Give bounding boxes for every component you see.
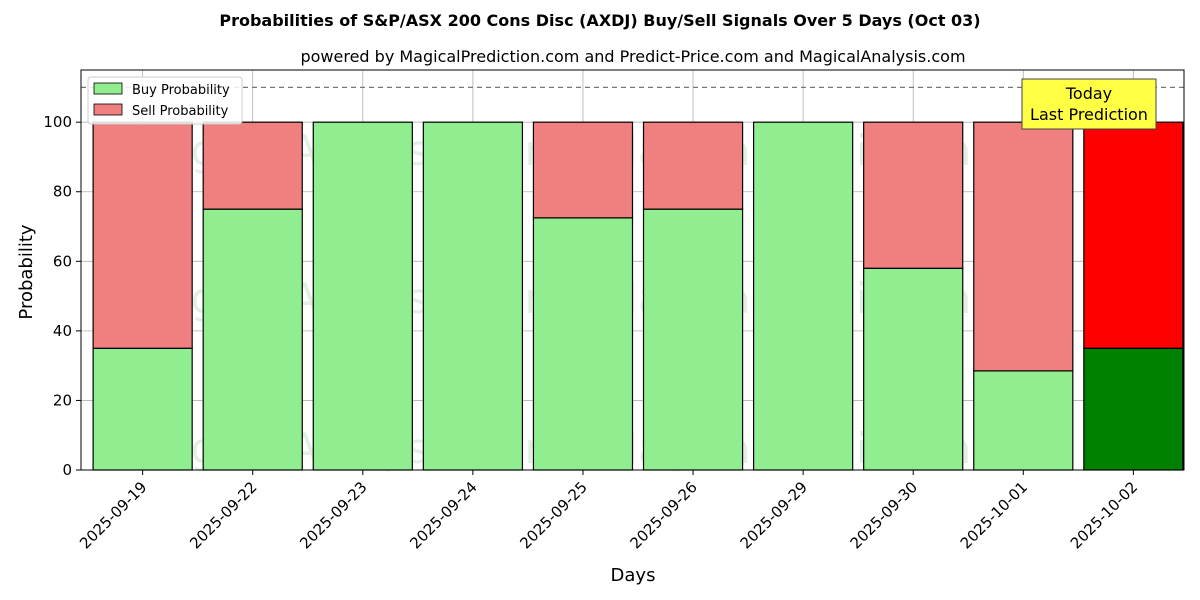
annotation-line-1: Today [1065,84,1112,103]
annotation-box [1021,78,1157,130]
bar-buy [202,208,303,471]
bar-sell [202,121,303,210]
legend-label-sell: Sell Probability [132,104,229,119]
bar-buy [863,267,964,471]
x-axis-label: Days [611,565,656,586]
bar-buy [752,121,854,471]
x-tick-label: 2025-09-26 [626,478,700,552]
y-axis-label: Probability [16,224,37,319]
x-tick-label: 2025-09-19 [76,478,150,552]
bar-buy [92,347,193,471]
bars [92,121,1184,471]
bar-buy [642,208,744,471]
bar-sell [92,121,193,349]
y-tick-label: 20 [53,391,72,409]
y-tick-label: 80 [53,183,72,201]
x-tick-label: 2025-09-24 [406,478,480,552]
bar-sell [973,121,1074,372]
legend: Buy Probability Sell Probability [87,76,243,125]
x-tick-label: 2025-09-25 [516,478,590,552]
legend-swatch-sell [93,103,123,116]
bar-sell [863,121,964,269]
x-axis: 2025-09-19 2025-09-22 2025-09-23 2025-09-24… [76,470,1141,552]
bar-buy [532,217,634,471]
bar-buy [1083,347,1184,471]
legend-swatch-buy [93,82,123,95]
y-tick-label: 40 [53,322,72,340]
plot-frame [80,69,1185,471]
chart-title: Probabilities of S&P/ASX 200 Cons Disc (… [219,11,980,30]
x-tick-label: 2025-10-02 [1067,478,1141,552]
legend-label-buy: Buy Probability [132,83,230,98]
legend-box [87,76,243,125]
x-tick-label: 2025-09-29 [737,478,811,552]
bar-sell [532,121,634,219]
annotation-line-2: Last Prediction [1030,105,1148,124]
annotation: Today Last Prediction [1021,78,1157,130]
y-tick-label: 100 [43,113,72,131]
bar-sell [1083,121,1184,349]
x-tick-label: 2025-09-30 [847,478,921,552]
x-tick-label: 2025-10-01 [957,478,1031,552]
x-tick-label: 2025-09-22 [186,478,260,552]
bar-sell [642,121,744,210]
bar-buy [312,121,413,471]
bar-buy [422,121,524,471]
x-tick-label: 2025-09-23 [296,478,370,552]
bar-buy [973,370,1074,471]
y-tick-label: 0 [62,461,72,479]
y-tick-label: 60 [53,252,72,270]
chart-subtitle: powered by MagicalPrediction.com and Pre… [300,47,965,66]
y-axis: 0 20 40 60 80 100 [43,113,81,479]
